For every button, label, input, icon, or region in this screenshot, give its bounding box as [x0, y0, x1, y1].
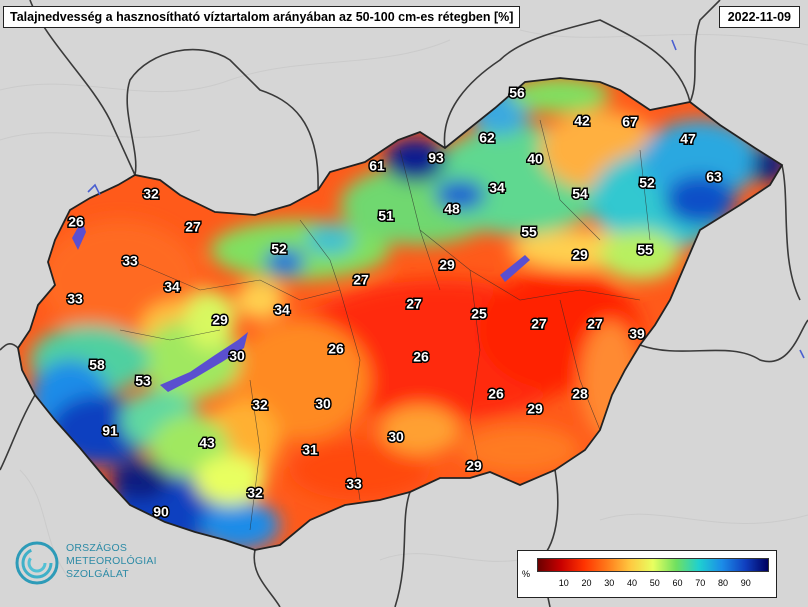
station-value-label: 30: [315, 396, 331, 412]
station-value-label: 62: [479, 130, 495, 146]
station-value-label: 30: [229, 348, 245, 364]
station-value-label: 55: [521, 224, 537, 240]
station-value-label: 27: [587, 316, 603, 332]
station-value-label: 29: [439, 257, 455, 273]
station-value-label: 58: [89, 357, 105, 373]
station-value-label: 33: [122, 253, 138, 269]
legend-tick-label: 90: [740, 578, 751, 588]
legend-tick-label: 50: [649, 578, 660, 588]
legend-unit: %: [522, 569, 531, 579]
rivers: [87, 39, 805, 359]
station-value-label: 27: [353, 272, 369, 288]
station-value-label: 93: [428, 150, 444, 166]
station-value-label: 61: [369, 158, 385, 174]
station-value-label: 32: [252, 397, 268, 413]
legend-tick-label: 40: [626, 578, 637, 588]
station-value-label: 26: [413, 349, 429, 365]
station-value-label: 29: [466, 458, 482, 474]
logo-line-2: METEOROLÓGIAI: [66, 555, 157, 567]
station-value-label: 33: [346, 476, 362, 492]
lake-tisza: [500, 255, 530, 282]
station-value-label: 32: [143, 186, 159, 202]
station-value-label: 51: [378, 208, 394, 224]
station-value-label: 43: [199, 435, 215, 451]
station-value-label: 34: [274, 302, 290, 318]
station-value-label: 31: [302, 442, 318, 458]
station-value-label: 47: [680, 131, 696, 147]
station-value-label: 48: [444, 201, 460, 217]
station-value-label: 26: [68, 214, 84, 230]
legend-color-bar: [537, 558, 769, 572]
lake-balaton: [160, 332, 248, 392]
station-value-label: 27: [406, 296, 422, 312]
station-value-label: 67: [622, 114, 638, 130]
map-title: Talajnedvesség a hasznosítható víztartal…: [3, 6, 521, 28]
station-value-label: 30: [388, 429, 404, 445]
terrain-texture: [0, 29, 808, 581]
station-value-label: 26: [488, 386, 504, 402]
legend-tick-label: 20: [581, 578, 592, 588]
station-value-label: 26: [328, 341, 344, 357]
station-value-label: 53: [135, 373, 151, 389]
legend-tick-label: 10: [558, 578, 569, 588]
station-value-label: 34: [489, 180, 505, 196]
station-value-label: 27: [185, 219, 201, 235]
map-date: 2022-11-09: [718, 6, 800, 28]
legend-tick-label: 60: [672, 578, 683, 588]
station-value-label: 54: [572, 186, 588, 202]
station-value-label: 29: [572, 247, 588, 263]
station-value-label: 52: [639, 175, 655, 191]
station-value-label: 40: [527, 151, 543, 167]
legend-tick-label: 80: [717, 578, 728, 588]
station-value-label: 42: [574, 113, 590, 129]
station-value-label: 29: [527, 401, 543, 417]
station-value-label: 39: [629, 326, 645, 342]
station-labels: 56 42 67 62 47 61 93 40 63 32 34 54 52 26 48 51 27 55 52 55…: [66, 83, 724, 521]
lake-ferto: [72, 220, 86, 250]
station-value-label: 25: [471, 306, 487, 322]
station-value-label: 29: [212, 312, 228, 328]
station-value-label: 52: [271, 241, 287, 257]
station-value-label: 90: [153, 504, 169, 520]
omsz-logo-icon: [15, 541, 59, 585]
station-value-label: 32: [247, 485, 263, 501]
station-value-label: 27: [531, 316, 547, 332]
station-value-label: 34: [164, 279, 180, 295]
station-value-label: 33: [67, 291, 83, 307]
logo-line-3: SZOLGÁLAT: [66, 568, 129, 580]
station-value-label: 63: [706, 169, 722, 185]
station-value-label: 91: [102, 423, 118, 439]
station-value-label: 56: [509, 85, 525, 101]
legend-tick-label: 30: [604, 578, 615, 588]
logo-line-1: ORSZÁGOS: [66, 542, 128, 554]
omsz-logo: ORSZÁGOS METEOROLÓGIAI SZOLGÁLAT: [14, 538, 174, 590]
legend-tick-label: 70: [695, 578, 706, 588]
station-value-label: 28: [572, 386, 588, 402]
station-value-label: 55: [637, 242, 653, 258]
color-legend: % 10 20 30 40 50 60 70 80 90: [517, 550, 777, 598]
